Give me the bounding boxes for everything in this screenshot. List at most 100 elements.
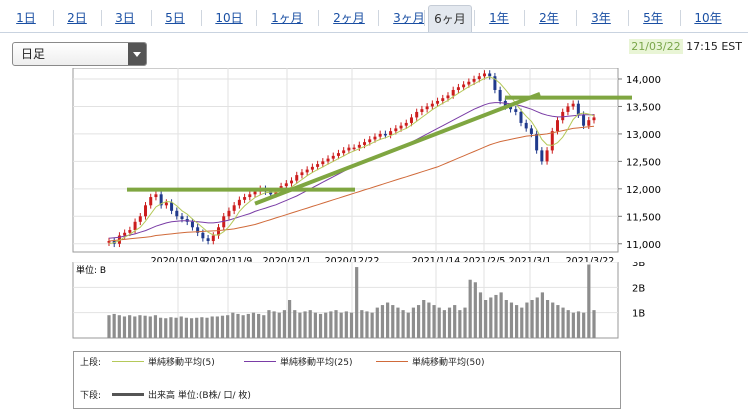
candle-body <box>170 202 174 211</box>
chevron-down-icon <box>128 43 146 65</box>
tab-7[interactable]: 3ヶ月 <box>393 11 425 25</box>
volume-bar <box>344 311 348 338</box>
volume-bar <box>401 310 405 338</box>
volume-unit-label: 単位: B <box>76 264 106 276</box>
volume-bar <box>396 307 400 338</box>
legend-ma25-swatch <box>244 361 276 362</box>
volume-bar <box>282 310 287 338</box>
tab-12[interactable]: 5年 <box>643 11 663 25</box>
volume-bar <box>158 317 163 338</box>
candle-body <box>451 89 455 96</box>
candle-body <box>592 117 596 121</box>
volume-bar <box>592 310 596 338</box>
legend-ma5-swatch <box>112 361 144 362</box>
tab-8[interactable]: 6ヶ月 <box>428 5 472 32</box>
volume-bar <box>525 302 529 338</box>
trend-line <box>254 91 541 206</box>
period-tabs: 1日 2日 3日 5日 10日 1ヶ月 2ヶ月 3ヶ月 6ヶ月 1年 2年 3年 5年 10年 <box>0 0 748 33</box>
tab-10[interactable]: 2年 <box>539 11 559 25</box>
volume-bar <box>530 300 534 338</box>
tab-separator <box>101 10 102 26</box>
price-y-tick-label: 13,000 <box>626 130 661 141</box>
tab-13[interactable]: 10年 <box>694 11 722 25</box>
candle-body <box>456 87 460 90</box>
volume-bar <box>128 315 132 338</box>
candle-body <box>462 84 466 88</box>
tab-separator <box>201 10 202 26</box>
volume-bar <box>257 313 261 338</box>
volume-bar <box>473 282 477 338</box>
volume-bar <box>148 316 152 338</box>
candle-body <box>123 232 127 236</box>
price-y-tick-label: 11,500 <box>626 212 661 223</box>
price-y-tick-label: 14,000 <box>626 75 661 86</box>
volume-bar <box>293 310 297 338</box>
volume-bar <box>566 310 570 338</box>
candle-body <box>529 128 533 134</box>
volume-bar <box>571 312 575 338</box>
volume-bar <box>406 312 410 338</box>
candle-body <box>394 128 398 132</box>
legend-ma5: 単純移動平均(5) <box>148 358 215 368</box>
candle-body <box>498 89 502 101</box>
candle-body <box>290 180 294 184</box>
volume-bar <box>112 313 116 338</box>
volume-bar <box>411 307 416 338</box>
candle-body <box>190 221 194 228</box>
interval-select[interactable]: 日足 <box>12 42 147 66</box>
candle-body <box>555 120 559 132</box>
volume-bar <box>298 312 302 338</box>
candle-body <box>159 194 163 206</box>
volume-bar <box>246 313 250 338</box>
candle-body <box>248 194 252 198</box>
candle-body <box>222 216 226 228</box>
volume-bar <box>339 312 343 338</box>
volume-bar <box>576 311 581 338</box>
candle-body <box>409 117 413 123</box>
volume-bar <box>370 312 374 338</box>
price-y-tick-label: 13,500 <box>626 102 661 113</box>
volume-bar <box>453 305 457 338</box>
tab-11[interactable]: 3年 <box>591 11 611 25</box>
volume-bar <box>205 317 209 338</box>
volume-bar <box>355 267 359 338</box>
candle-body <box>399 125 403 129</box>
volume-bar <box>360 310 364 338</box>
legend-ma50: 単純移動平均(50) <box>412 358 485 368</box>
tab-1[interactable]: 2日 <box>67 11 87 25</box>
volume-bar <box>535 297 539 338</box>
tab-2[interactable]: 3日 <box>115 11 135 25</box>
legend-ma25: 単純移動平均(25) <box>280 358 353 368</box>
volume-bar <box>122 316 127 338</box>
tab-0[interactable]: 1日 <box>16 11 36 25</box>
candle-body <box>201 232 205 239</box>
tab-5[interactable]: 1ヶ月 <box>271 11 303 25</box>
datestamp: 21/03/22 17:15 EST <box>629 39 742 54</box>
candle-body <box>128 230 132 233</box>
candle-body <box>540 150 544 162</box>
volume-bar <box>520 307 524 338</box>
tab-3[interactable]: 5日 <box>165 11 185 25</box>
candle-body <box>550 131 554 151</box>
volume-bar <box>174 317 178 338</box>
candle-body <box>217 227 221 236</box>
tab-9[interactable]: 1年 <box>489 11 509 25</box>
volume-bar <box>545 300 550 338</box>
volume-bar <box>313 312 317 338</box>
tab-separator <box>151 10 152 26</box>
candle-body <box>472 78 476 82</box>
candle-body <box>587 120 591 126</box>
volume-bar <box>215 316 219 338</box>
candle-body <box>482 73 486 77</box>
candle-body <box>352 147 356 150</box>
legend-ma50-swatch <box>376 361 408 362</box>
tab-4[interactable]: 10日 <box>215 11 243 25</box>
volume-bar <box>138 315 142 338</box>
tab-6[interactable]: 2ヶ月 <box>333 11 365 25</box>
candle-body <box>180 216 184 220</box>
candle-body <box>133 221 137 231</box>
volume-bar <box>251 312 256 338</box>
candle-body <box>196 227 200 233</box>
volume-bar <box>386 302 390 338</box>
volume-bar <box>489 297 493 338</box>
